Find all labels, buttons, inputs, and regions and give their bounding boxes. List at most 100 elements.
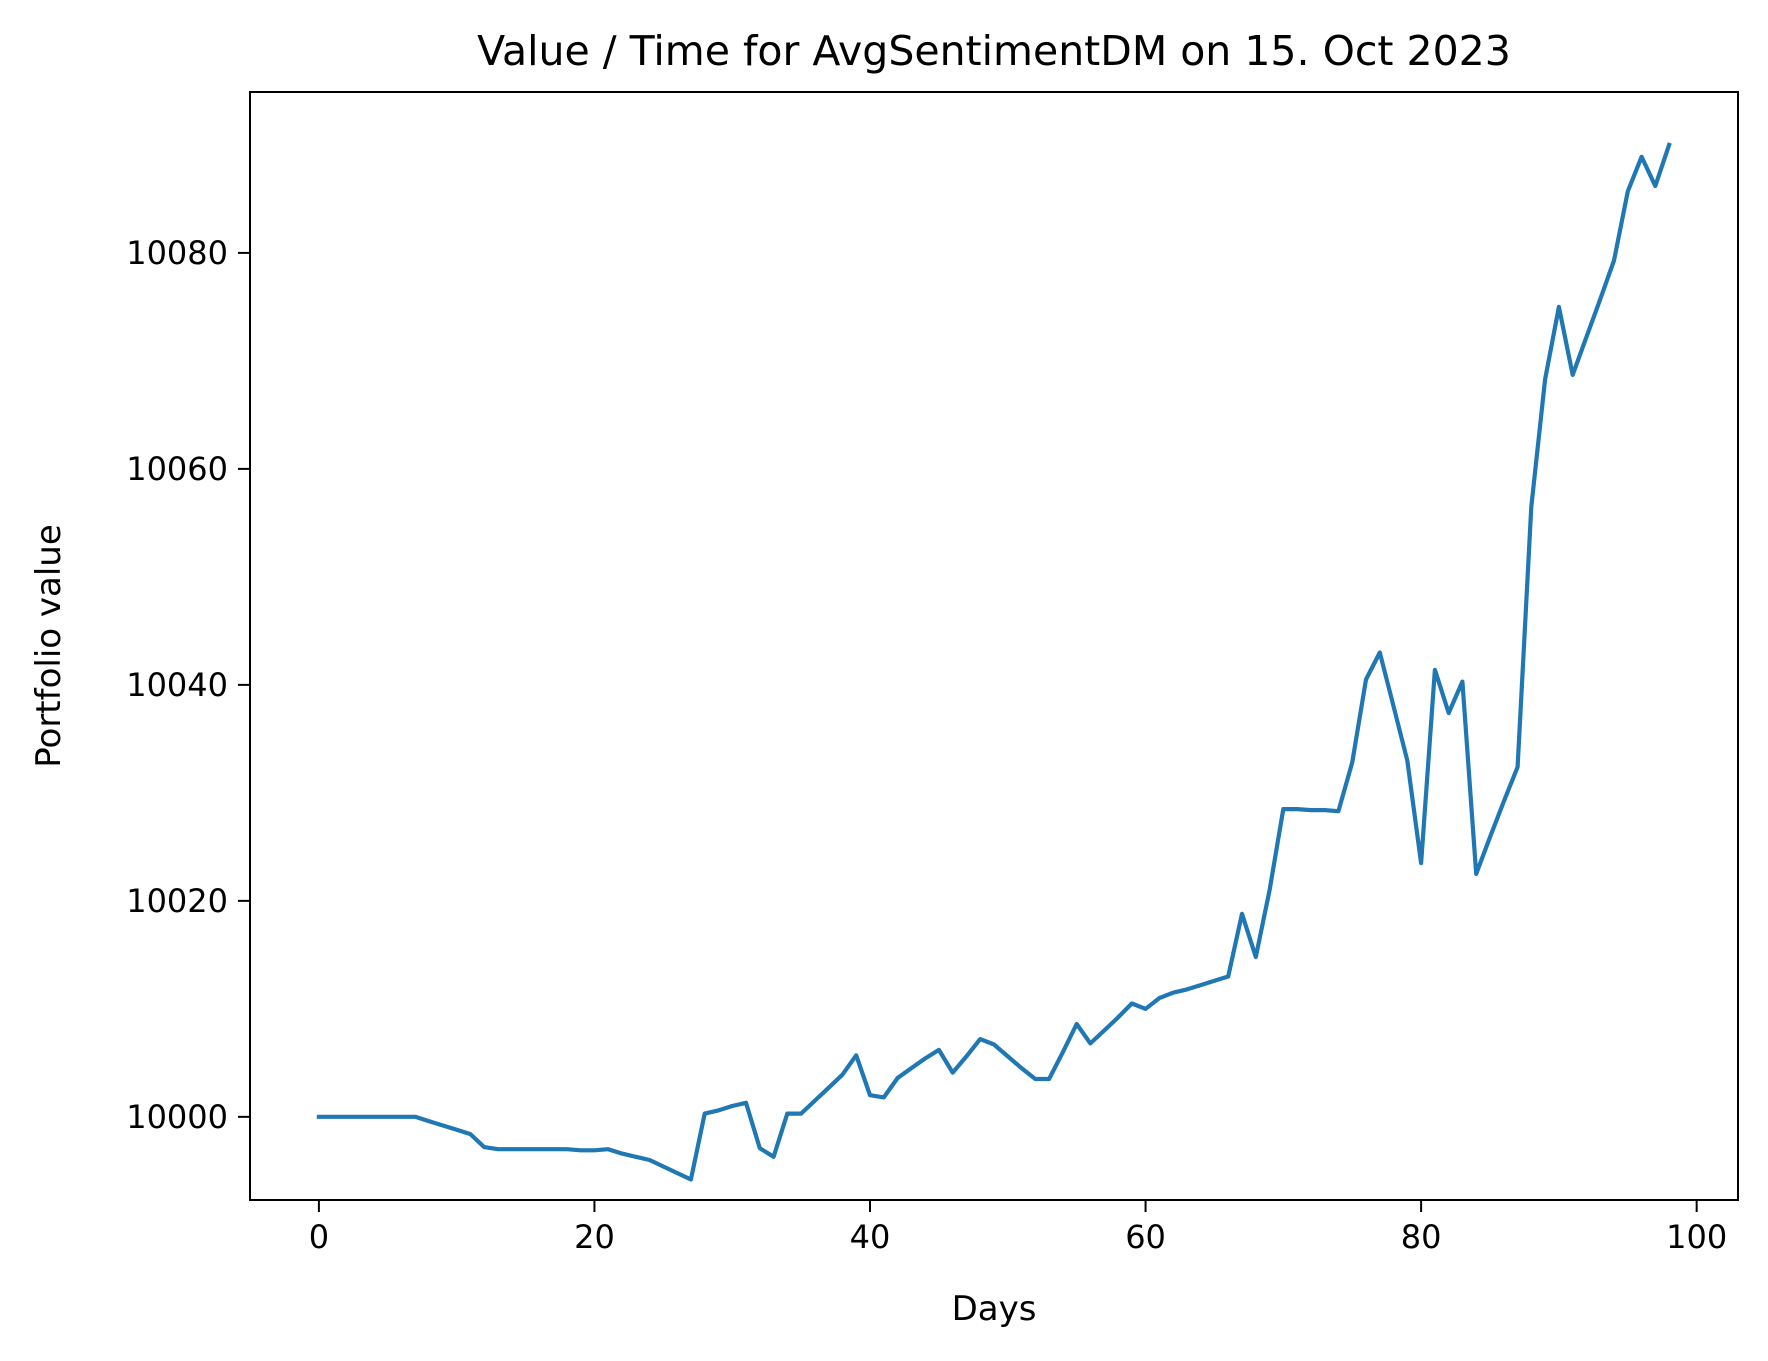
data-point (1033, 1077, 1037, 1081)
data-point (1474, 872, 1478, 876)
data-point (358, 1115, 362, 1119)
data-point (1612, 259, 1616, 263)
data-point (1598, 297, 1602, 301)
data-point (813, 1099, 817, 1103)
series-line (316, 142, 1672, 1182)
x-tick-label: 0 (309, 1218, 329, 1256)
data-point (661, 1165, 665, 1169)
data-point (537, 1147, 541, 1151)
data-point (772, 1155, 776, 1159)
data-point (744, 1101, 748, 1105)
data-point (413, 1115, 417, 1119)
data-point (331, 1115, 335, 1119)
data-point (1529, 505, 1533, 509)
x-tick-label: 40 (850, 1218, 891, 1256)
data-point (1336, 809, 1340, 813)
data-point (1295, 807, 1299, 811)
y-tick-label: 10060 (126, 450, 228, 488)
data-point (1130, 1002, 1134, 1006)
data-point (1102, 1029, 1106, 1033)
y-tick-label: 10020 (126, 882, 228, 920)
data-point (868, 1093, 872, 1097)
data-point (1447, 711, 1451, 715)
data-point (1364, 678, 1368, 682)
data-point (1157, 996, 1161, 1000)
data-point (1460, 680, 1464, 684)
data-point (565, 1147, 569, 1151)
data-point (951, 1071, 955, 1075)
data-point (606, 1147, 610, 1151)
y-axis-label: Portfolio value (29, 524, 69, 768)
data-point (840, 1073, 844, 1077)
axes-frame (249, 91, 1739, 1201)
data-point (634, 1155, 638, 1159)
data-point (827, 1086, 831, 1090)
data-point (882, 1095, 886, 1099)
data-point (372, 1115, 376, 1119)
data-point (1061, 1050, 1065, 1054)
data-point (1199, 983, 1203, 987)
data-point (1185, 987, 1189, 991)
data-point (703, 1112, 707, 1116)
data-point (758, 1146, 762, 1150)
data-point (579, 1148, 583, 1152)
data-point (689, 1178, 693, 1182)
data-point (400, 1115, 404, 1119)
data-point (551, 1147, 555, 1151)
data-point (1226, 975, 1230, 979)
data-point (1584, 335, 1588, 339)
data-point (978, 1037, 982, 1041)
data-point (468, 1132, 472, 1136)
data-point (344, 1115, 348, 1119)
y-axis: 10000 10020 10040 10060 10080 (126, 234, 250, 1136)
data-point (1557, 305, 1561, 309)
data-point (524, 1147, 528, 1151)
data-point (1116, 1016, 1120, 1020)
data-point (1047, 1077, 1051, 1081)
data-point (1350, 761, 1354, 765)
y-tick-label: 10000 (126, 1098, 228, 1136)
data-point (1254, 955, 1258, 959)
data-point (592, 1148, 596, 1152)
data-point (1433, 668, 1437, 672)
data-point (427, 1119, 431, 1123)
data-point (1516, 765, 1520, 769)
data-point (1543, 377, 1547, 381)
data-point (992, 1043, 996, 1047)
x-tick-label: 100 (1666, 1218, 1727, 1256)
data-point (496, 1147, 500, 1151)
data-point (854, 1053, 858, 1057)
data-point (482, 1145, 486, 1149)
data-point (1006, 1054, 1010, 1058)
data-point (1419, 861, 1423, 865)
data-point (1212, 979, 1216, 983)
x-tick-label: 80 (1401, 1218, 1442, 1256)
data-point (648, 1158, 652, 1162)
data-point (455, 1128, 459, 1132)
data-point (909, 1066, 913, 1070)
data-point (896, 1076, 900, 1080)
data-point (1075, 1022, 1079, 1026)
data-point (964, 1054, 968, 1058)
data-point (1626, 189, 1630, 193)
data-point (1020, 1066, 1024, 1070)
x-axis-label: Days (952, 1289, 1037, 1329)
data-point (620, 1152, 624, 1156)
data-point (716, 1108, 720, 1112)
data-point (1088, 1041, 1092, 1045)
data-point (386, 1115, 390, 1119)
data-point (1144, 1007, 1148, 1011)
chart-title: Value / Time for AvgSentimentDM on 15. O… (477, 27, 1511, 75)
data-point (923, 1057, 927, 1061)
y-tick-label: 10040 (126, 666, 228, 704)
data-point (317, 1115, 321, 1119)
data-point (1268, 888, 1272, 892)
data-point (799, 1112, 803, 1116)
data-point (1378, 651, 1382, 655)
data-point (1488, 835, 1492, 839)
data-point (1392, 705, 1396, 709)
data-point (1171, 991, 1175, 995)
y-tick-label: 10080 (126, 234, 228, 272)
